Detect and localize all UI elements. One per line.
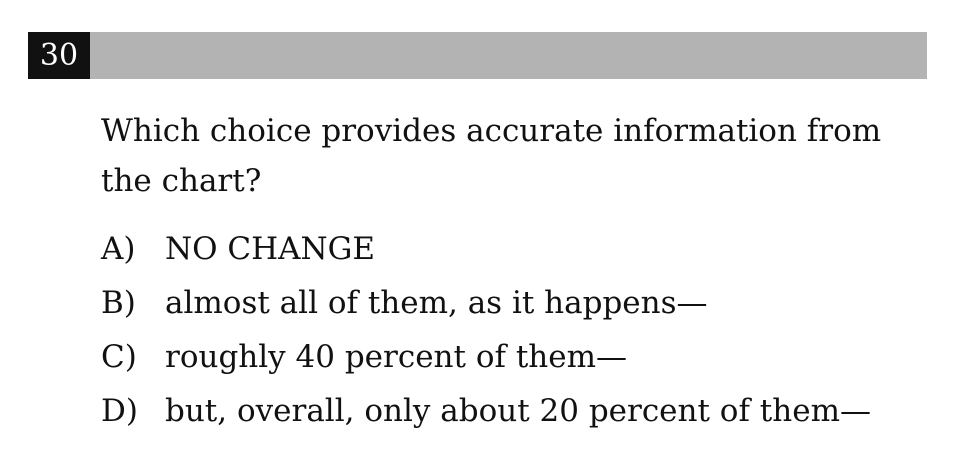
- choice-letter: D): [101, 393, 138, 429]
- choice-c[interactable]: C) roughly 40 percent of them—: [101, 330, 871, 384]
- choice-text: NO CHANGE: [165, 231, 376, 267]
- choice-d[interactable]: D) but, overall, only about 20 percent o…: [101, 384, 871, 438]
- choice-a[interactable]: A) NO CHANGE: [101, 222, 871, 276]
- choice-text: almost all of them, as it happens—: [165, 285, 708, 321]
- choice-text: roughly 40 percent of them—: [165, 339, 627, 375]
- choice-letter: A): [101, 231, 136, 267]
- question-number: 30: [28, 32, 90, 79]
- choice-letter: B): [101, 285, 136, 321]
- choice-letter: C): [101, 339, 137, 375]
- choice-b[interactable]: B) almost all of them, as it happens—: [101, 276, 871, 330]
- answer-choices: A) NO CHANGE B) almost all of them, as i…: [101, 222, 871, 438]
- question-prompt: Which choice provides accurate informati…: [101, 113, 882, 199]
- choice-text: but, overall, only about 20 percent of t…: [165, 393, 871, 429]
- question-header-bar: 30: [28, 32, 927, 79]
